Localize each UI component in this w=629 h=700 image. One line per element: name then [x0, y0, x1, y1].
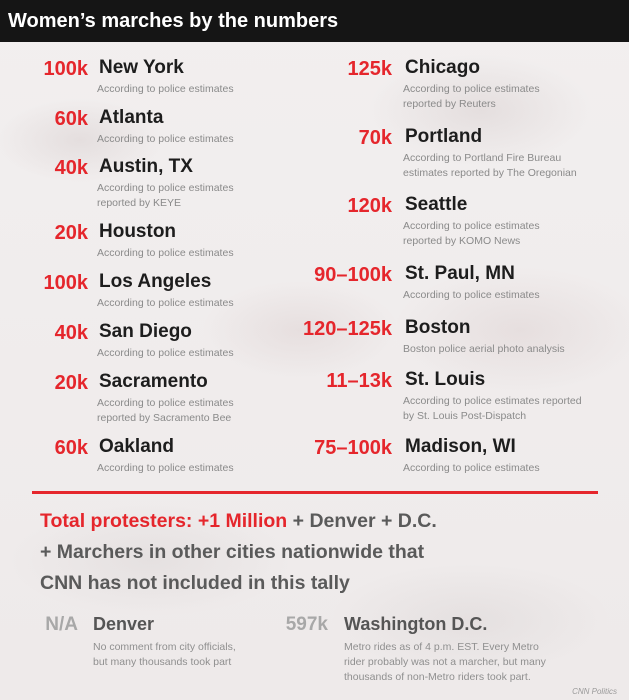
city-seattle: Seattle: [405, 194, 468, 215]
count-st-louis: 11–13k: [326, 370, 392, 392]
city-washington-d-c: Washington D.C.: [344, 614, 488, 634]
source-note-new-york: According to police estimates: [97, 83, 234, 95]
count-st-paul-mn: 90–100k: [314, 264, 392, 286]
page-title: Women’s marches by the numbers: [0, 0, 629, 42]
source-note-seattle: According to police estimates: [403, 220, 540, 232]
source-note-portland: estimates reported by The Oregonian: [403, 167, 577, 179]
source-note-los-angeles: According to police estimates: [97, 297, 234, 309]
source-note-washington-d-c: Metro rides as of 4 p.m. EST. Every Metr…: [344, 641, 539, 653]
total-line-2: + Marchers in other cities nationwide th…: [40, 541, 425, 563]
source-note-houston: According to police estimates: [97, 247, 234, 259]
city-madison-wi: Madison, WI: [405, 436, 516, 457]
city-los-angeles: Los Angeles: [99, 271, 212, 292]
city-new-york: New York: [99, 57, 184, 78]
city-san-diego: San Diego: [99, 321, 192, 342]
source-note-washington-d-c: thousands of non-Metro riders took part.: [344, 671, 531, 683]
city-oakland: Oakland: [99, 436, 174, 457]
city-chicago: Chicago: [405, 57, 480, 78]
source-note-seattle: reported by KOMO News: [403, 235, 521, 247]
city-atlanta: Atlanta: [99, 107, 164, 128]
source-note-san-diego: According to police estimates: [97, 347, 234, 359]
source-note-chicago: According to police estimates: [403, 83, 540, 95]
count-houston: 20k: [54, 222, 88, 244]
count-san-diego: 40k: [54, 322, 88, 344]
source-note-st-paul-mn: According to police estimates: [403, 289, 540, 301]
total-extra: + Denver + D.C.: [287, 510, 437, 532]
source-note-portland: According to Portland Fire Bureau: [403, 152, 562, 164]
source-note-denver: but many thousands took part: [93, 656, 232, 668]
source-note-denver: No comment from city officials,: [93, 641, 236, 653]
city-boston: Boston: [405, 317, 471, 338]
total-summary: Total protesters: +1 Million + Denver + …: [40, 506, 600, 599]
city-st-louis: St. Louis: [405, 369, 486, 390]
count-boston: 120–125k: [303, 318, 392, 340]
total-line-3: CNN has not included in this tally: [40, 572, 350, 594]
source-note-madison-wi: According to police estimates: [403, 462, 540, 474]
count-oakland: 60k: [54, 437, 88, 459]
city-st-paul-mn: St. Paul, MN: [405, 263, 515, 284]
source-note-chicago: reported by Reuters: [403, 98, 496, 110]
count-sacramento: 20k: [54, 372, 88, 394]
source-note-washington-d-c: rider probably was not a marcher, but ma…: [344, 656, 546, 668]
source-note-boston: Boston police aerial photo analysis: [403, 343, 565, 355]
source-note-st-louis: by St. Louis Post-Dispatch: [403, 410, 527, 422]
count-washington-d-c: 597k: [285, 614, 328, 635]
count-madison-wi: 75–100k: [314, 437, 392, 459]
source-note-sacramento: reported by Sacramento Bee: [97, 412, 232, 424]
count-atlanta: 60k: [54, 108, 88, 130]
city-austin-tx: Austin, TX: [99, 156, 193, 177]
city-houston: Houston: [99, 221, 177, 242]
source-note-sacramento: According to police estimates: [97, 397, 234, 409]
source-note-austin-tx: reported by KEYE: [97, 197, 182, 209]
count-portland: 70k: [358, 127, 392, 149]
count-chicago: 125k: [347, 58, 393, 80]
divider: [32, 491, 598, 494]
source-note-st-louis: According to police estimates reported: [403, 395, 582, 407]
count-austin-tx: 40k: [54, 157, 88, 179]
count-seattle: 120k: [347, 195, 393, 217]
credit: CNN Politics: [572, 687, 617, 696]
source-note-oakland: According to police estimates: [97, 462, 234, 474]
city-sacramento: Sacramento: [99, 371, 208, 392]
total-protesters: Total protesters: +1 Million: [40, 510, 288, 532]
city-portland: Portland: [405, 126, 483, 147]
source-note-atlanta: According to police estimates: [97, 133, 234, 145]
city-denver: Denver: [93, 614, 155, 634]
count-new-york: 100k: [43, 58, 89, 80]
count-denver: N/A: [45, 614, 78, 635]
source-note-austin-tx: According to police estimates: [97, 182, 234, 194]
count-los-angeles: 100k: [43, 272, 89, 294]
